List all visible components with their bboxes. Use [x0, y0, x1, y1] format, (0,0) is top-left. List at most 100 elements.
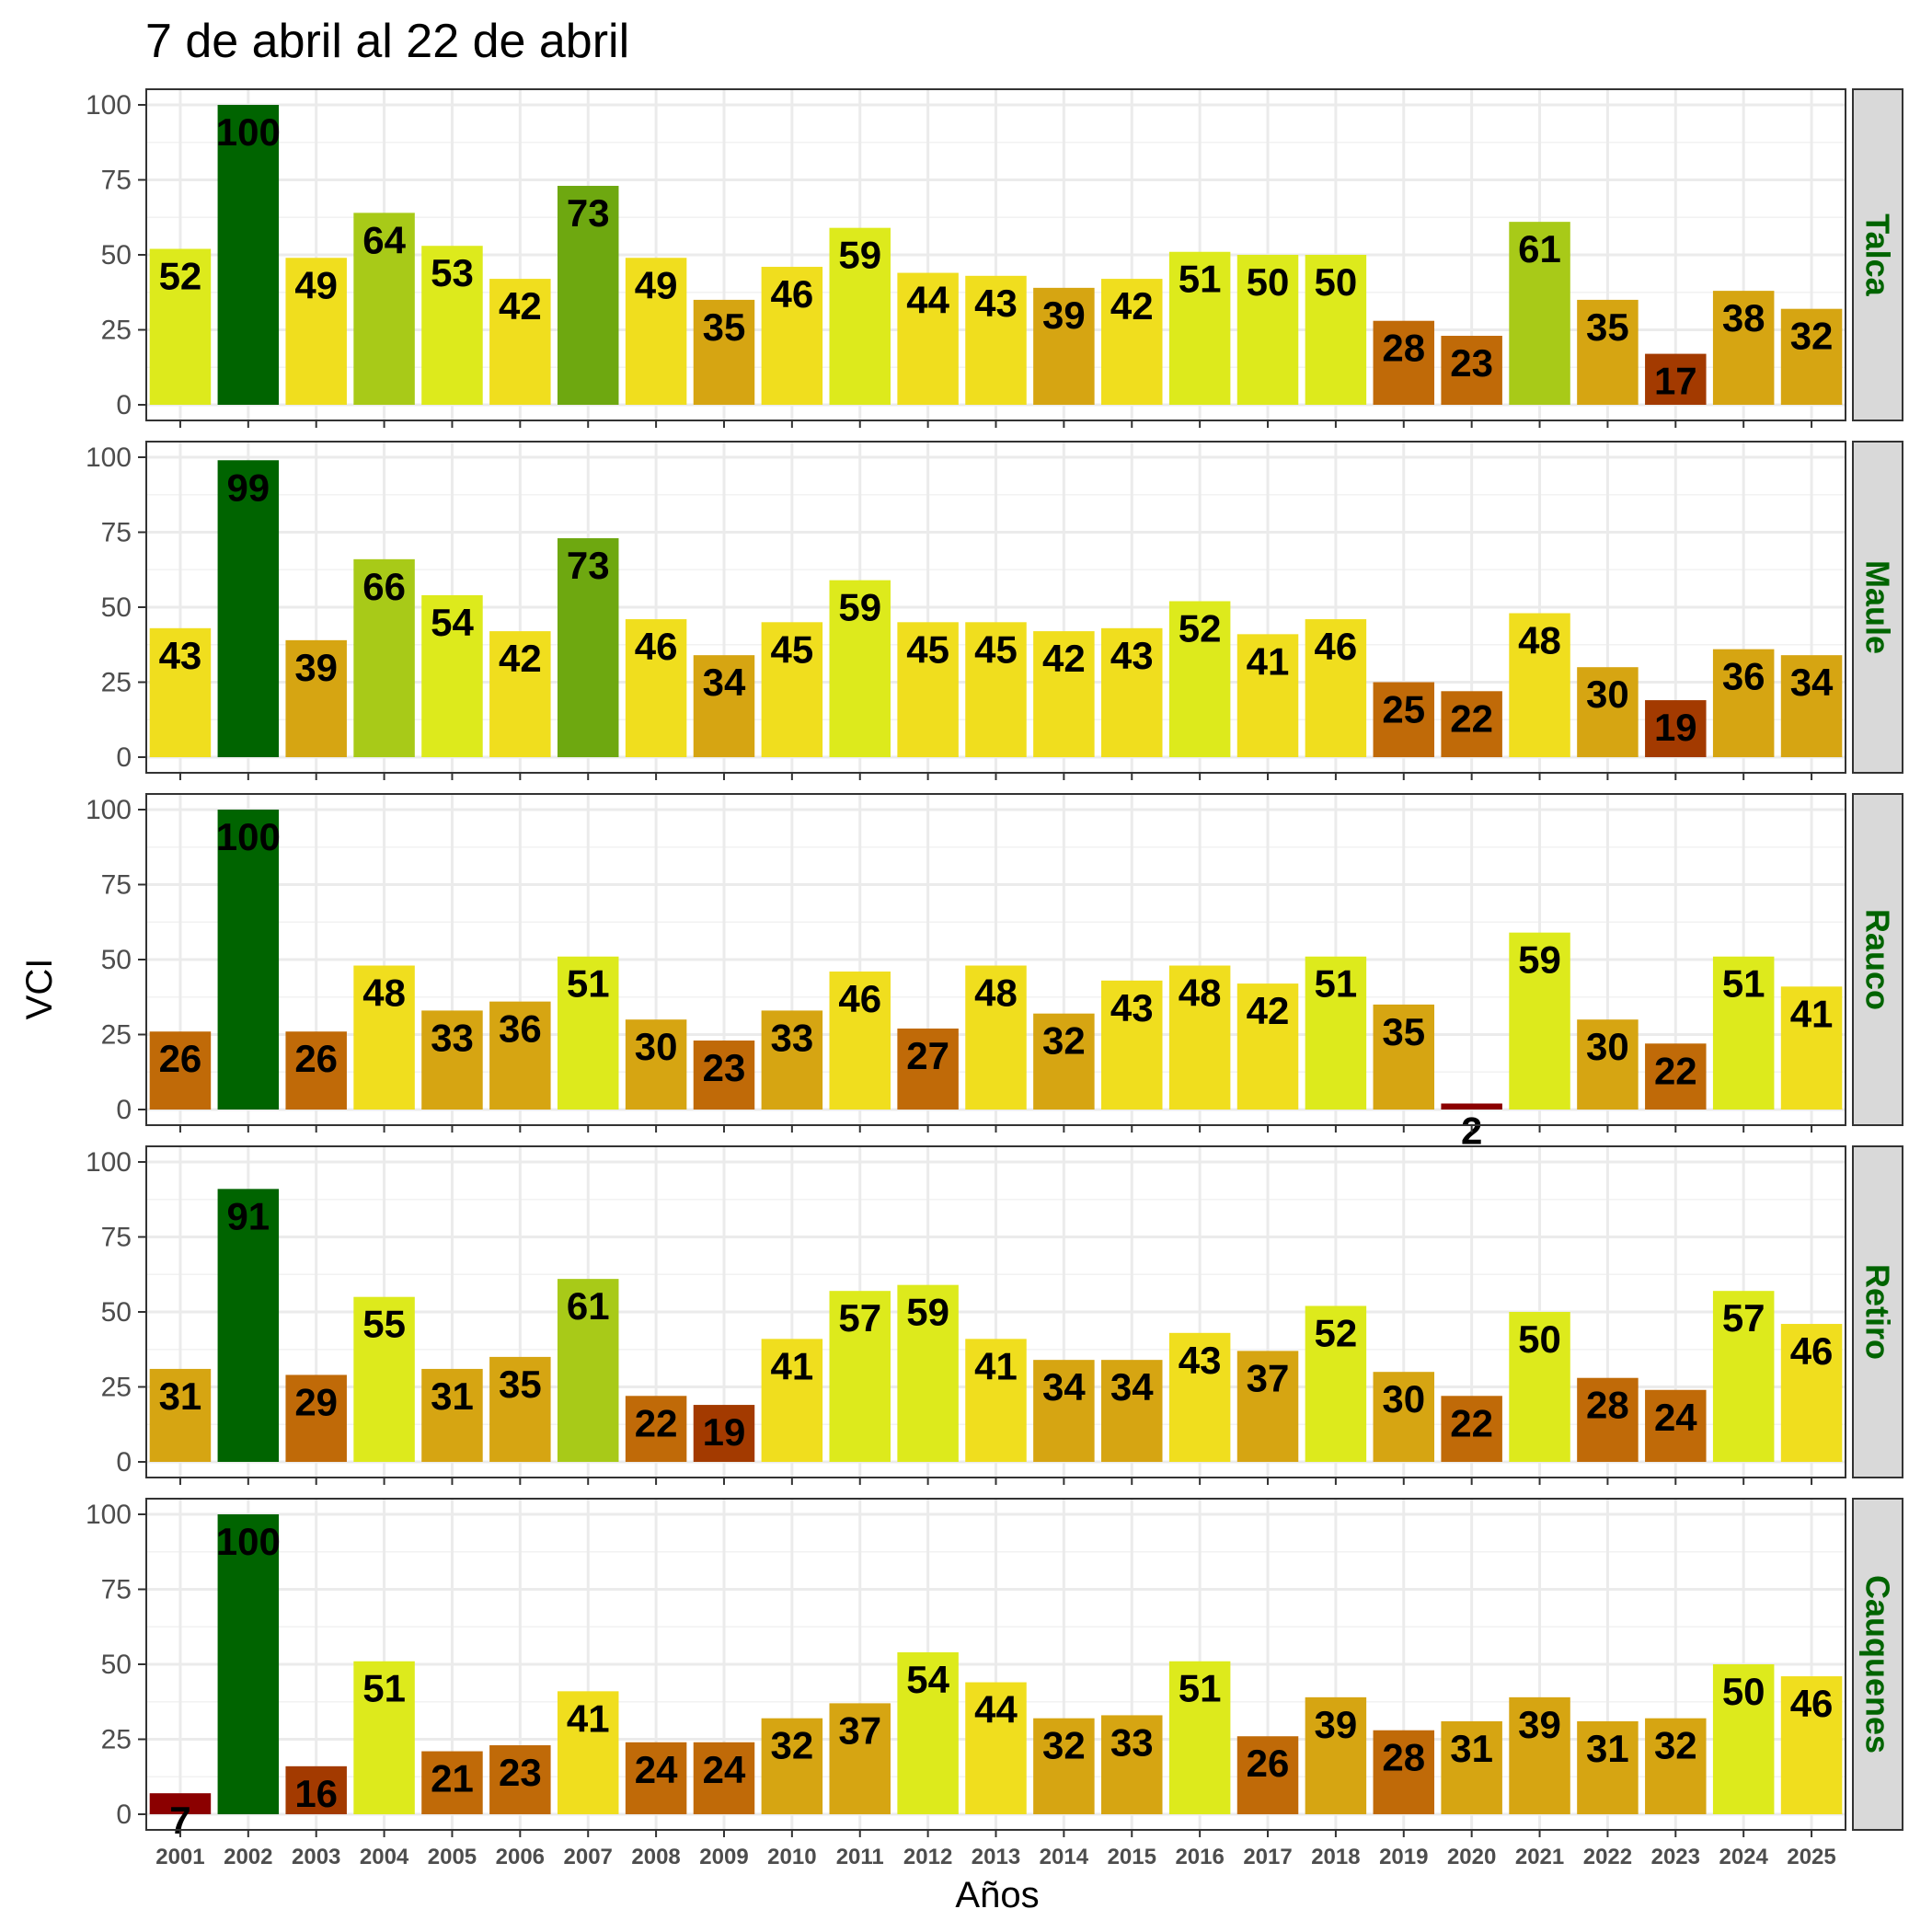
- facet-panels: 52 100 49 64 53 42 73 49 35 46 59 44 43 39 42 51 50 50 28 2…: [86, 88, 1903, 1869]
- bar-2022: [1577, 1019, 1639, 1110]
- bar-2004: [353, 1296, 415, 1462]
- data-label-2023: 17: [1654, 360, 1697, 403]
- x-tick-label-2015: 2015: [1108, 1845, 1156, 1869]
- data-label-2024: 51: [1722, 962, 1765, 1006]
- data-label-2025: 34: [1790, 661, 1834, 704]
- y-tick-label: 50: [101, 1650, 132, 1680]
- data-label-2002: 100: [216, 1520, 281, 1563]
- data-label-2017: 26: [1247, 1742, 1290, 1785]
- data-label-2007: 41: [567, 1696, 610, 1740]
- bar-2019: [1373, 1730, 1435, 1814]
- y-tick-label: 100: [86, 90, 132, 121]
- bar-2003: [285, 1374, 347, 1462]
- data-label-2016: 43: [1179, 1339, 1222, 1382]
- bar-2012: [897, 1651, 959, 1814]
- data-label-2022: 30: [1586, 673, 1629, 716]
- data-label-2021: 39: [1518, 1703, 1561, 1746]
- bar-2010: [761, 1339, 823, 1462]
- data-label-2002: 100: [216, 110, 281, 154]
- bar-2019: [1373, 1004, 1435, 1110]
- data-label-2014: 42: [1042, 637, 1086, 680]
- bar-2007: [557, 956, 619, 1110]
- data-label-2009: 35: [703, 305, 746, 349]
- data-label-2008: 49: [635, 263, 678, 306]
- bar-2004: [353, 1661, 415, 1814]
- x-tick-label-2006: 2006: [496, 1845, 545, 1869]
- bar-2004: [353, 558, 415, 757]
- bar-2023: [1645, 1043, 1707, 1110]
- facet-strip: [1852, 1145, 1903, 1478]
- data-label-2013: 48: [974, 972, 1018, 1015]
- bar-2020: [1441, 336, 1502, 405]
- bar-2008: [625, 619, 687, 757]
- data-label-2012: 54: [906, 1658, 949, 1701]
- y-tick-label: 25: [101, 1725, 132, 1755]
- bar-2024: [1712, 956, 1775, 1110]
- bar-2002: [217, 1189, 280, 1462]
- bar-2018: [1305, 1696, 1367, 1814]
- data-label-2019: 28: [1382, 1736, 1425, 1779]
- data-label-2008: 30: [635, 1025, 678, 1068]
- bar-2021: [1509, 613, 1570, 757]
- data-label-2024: 57: [1722, 1296, 1765, 1340]
- bar-2022: [1577, 667, 1639, 757]
- bar-2005: [421, 594, 483, 757]
- data-label-2004: 64: [362, 218, 406, 261]
- bar-2009: [693, 299, 755, 405]
- bar-2012: [897, 1284, 959, 1462]
- y-tick-label: 100: [86, 443, 132, 473]
- data-label-2024: 50: [1722, 1670, 1765, 1713]
- facet-rauco: 26 100 26 48 33 36 51 30 23 33 46 27 48 32 43 48 42 51 35 2…: [86, 793, 1903, 1152]
- data-label-2021: 59: [1518, 938, 1561, 982]
- data-label-2013: 41: [974, 1344, 1018, 1387]
- data-label-2001: 31: [159, 1374, 202, 1418]
- data-label-2006: 36: [499, 1007, 542, 1051]
- data-label-2016: 51: [1179, 258, 1222, 301]
- y-tick-label: 0: [116, 1447, 132, 1478]
- x-tick-label-2008: 2008: [631, 1845, 680, 1869]
- y-axis-title: VCI: [19, 959, 60, 1020]
- bar-2007: [557, 1279, 619, 1462]
- x-tick-label-2019: 2019: [1379, 1845, 1428, 1869]
- data-label-2007: 73: [567, 191, 610, 235]
- bar-2022: [1577, 1377, 1639, 1462]
- bar-2016: [1168, 1332, 1231, 1462]
- data-label-2014: 32: [1042, 1019, 1086, 1063]
- data-label-2023: 24: [1654, 1396, 1697, 1439]
- facet-retiro: 31 91 29 55 31 35 61 22 19 41 57 59 41 34 34 43 37 52 30 22…: [86, 1145, 1903, 1485]
- data-label-2009: 34: [703, 661, 746, 704]
- bar-2025: [1780, 308, 1843, 405]
- y-tick-label: 50: [101, 945, 132, 975]
- bar-2015: [1101, 1360, 1163, 1462]
- bar-2001: [149, 1031, 212, 1110]
- y-tick-label: 25: [101, 316, 132, 346]
- bar-2012: [897, 622, 959, 757]
- bar-2015: [1101, 627, 1163, 757]
- bar-2014: [1033, 287, 1095, 405]
- bar-2018: [1305, 255, 1367, 405]
- bar-2024: [1712, 1664, 1775, 1814]
- facet-maule: 43 99 39 66 54 42 73 46 34 45 59 45 45 42 43 52 41 46 25 22…: [86, 441, 1903, 780]
- bar-2005: [421, 246, 483, 405]
- bar-2016: [1168, 601, 1231, 757]
- data-label-2009: 23: [703, 1046, 746, 1089]
- y-tick-label: 0: [116, 390, 132, 420]
- y-tick-label: 0: [116, 1800, 132, 1830]
- bar-2016: [1168, 1661, 1231, 1814]
- data-label-2005: 54: [431, 601, 474, 644]
- bar-2006: [489, 1001, 551, 1110]
- data-label-2004: 55: [362, 1303, 406, 1346]
- data-label-2003: 49: [294, 263, 338, 306]
- x-axis-title: Años: [955, 1875, 1039, 1915]
- bar-2023: [1645, 1389, 1707, 1462]
- bar-2017: [1236, 1351, 1299, 1462]
- x-tick-label-2018: 2018: [1311, 1845, 1360, 1869]
- y-tick-label: 25: [101, 1373, 132, 1403]
- bar-2021: [1509, 1312, 1570, 1462]
- data-label-2014: 32: [1042, 1724, 1086, 1767]
- data-label-2019: 35: [1382, 1010, 1425, 1053]
- data-label-2001: 43: [159, 634, 202, 677]
- bar-2009: [693, 1405, 755, 1462]
- data-label-2014: 39: [1042, 293, 1086, 337]
- bar-2017: [1236, 255, 1299, 405]
